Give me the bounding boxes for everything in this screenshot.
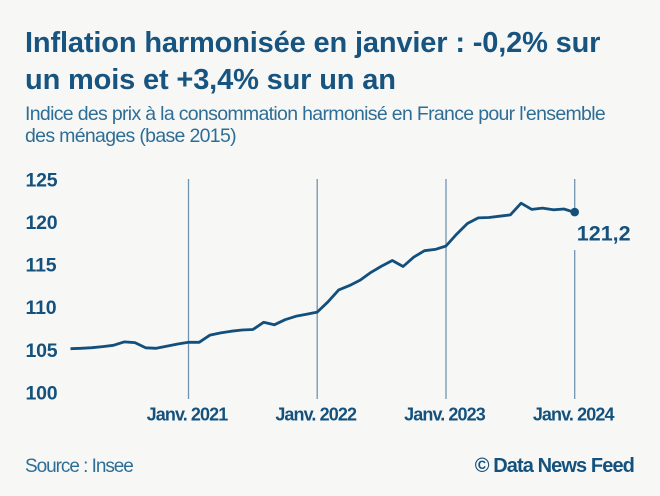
svg-text:100: 100: [26, 382, 58, 404]
svg-text:115: 115: [26, 255, 57, 277]
svg-text:Janv. 2023: Janv. 2023: [404, 404, 486, 424]
svg-text:Janv. 2024: Janv. 2024: [533, 404, 615, 424]
svg-text:120: 120: [26, 212, 58, 234]
svg-text:Janv. 2021: Janv. 2021: [147, 404, 229, 424]
svg-text:110: 110: [26, 297, 57, 319]
svg-text:105: 105: [26, 340, 58, 362]
svg-text:Janv. 2022: Janv. 2022: [275, 404, 357, 424]
svg-text:121,2: 121,2: [577, 222, 631, 246]
svg-text:125: 125: [26, 169, 58, 191]
